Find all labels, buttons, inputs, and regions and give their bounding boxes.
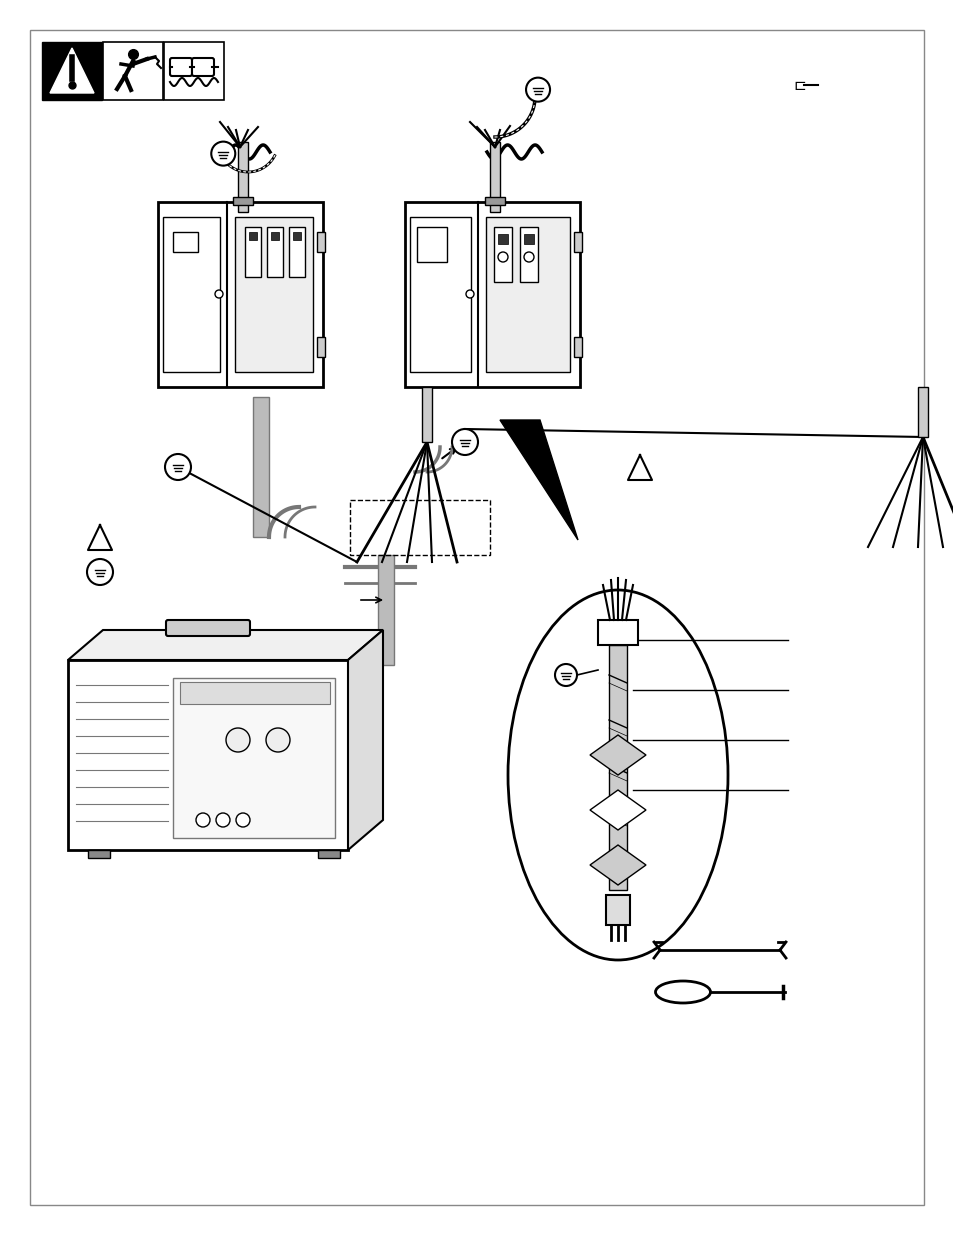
Circle shape bbox=[87, 559, 112, 585]
Circle shape bbox=[465, 290, 474, 298]
Bar bbox=[316, 337, 325, 357]
Bar bbox=[494, 227, 512, 282]
Ellipse shape bbox=[507, 590, 727, 960]
Bar bbox=[180, 682, 330, 704]
Bar bbox=[103, 42, 163, 100]
Bar bbox=[484, 198, 504, 205]
Bar bbox=[237, 142, 248, 212]
Bar bbox=[485, 217, 569, 372]
Bar bbox=[608, 645, 626, 890]
Bar bbox=[68, 659, 348, 850]
Bar bbox=[316, 232, 325, 252]
Circle shape bbox=[497, 252, 507, 262]
Ellipse shape bbox=[655, 981, 710, 1003]
Bar bbox=[172, 232, 198, 252]
FancyBboxPatch shape bbox=[192, 58, 213, 77]
Polygon shape bbox=[589, 845, 645, 885]
Bar bbox=[158, 203, 323, 387]
Bar bbox=[249, 232, 256, 240]
Circle shape bbox=[226, 727, 250, 752]
Bar bbox=[267, 227, 283, 277]
Circle shape bbox=[165, 454, 191, 480]
Circle shape bbox=[215, 813, 230, 827]
Bar bbox=[410, 217, 471, 372]
Bar bbox=[245, 227, 261, 277]
Circle shape bbox=[452, 429, 477, 454]
Polygon shape bbox=[50, 48, 94, 93]
Circle shape bbox=[523, 252, 534, 262]
Bar bbox=[574, 232, 581, 252]
Bar bbox=[416, 227, 447, 262]
Bar bbox=[497, 233, 507, 245]
Bar bbox=[917, 387, 927, 437]
FancyBboxPatch shape bbox=[166, 620, 250, 636]
Bar bbox=[523, 233, 534, 245]
Bar bbox=[42, 42, 102, 100]
Polygon shape bbox=[589, 790, 645, 830]
Bar bbox=[317, 850, 339, 858]
Circle shape bbox=[235, 813, 250, 827]
Polygon shape bbox=[589, 735, 645, 776]
Bar bbox=[253, 396, 269, 537]
Bar bbox=[172, 678, 335, 839]
Bar bbox=[421, 387, 432, 442]
Bar bbox=[164, 42, 224, 100]
Bar bbox=[163, 217, 220, 372]
Circle shape bbox=[555, 664, 577, 685]
Bar bbox=[234, 217, 313, 372]
Polygon shape bbox=[499, 420, 578, 540]
Bar bbox=[405, 203, 579, 387]
Circle shape bbox=[525, 78, 550, 101]
Bar bbox=[490, 142, 499, 212]
Bar bbox=[598, 620, 638, 645]
Bar bbox=[289, 227, 305, 277]
Circle shape bbox=[195, 813, 210, 827]
Circle shape bbox=[214, 290, 223, 298]
Bar bbox=[519, 227, 537, 282]
Bar bbox=[271, 232, 278, 240]
Polygon shape bbox=[348, 630, 382, 850]
Circle shape bbox=[211, 142, 235, 165]
Bar bbox=[350, 500, 490, 555]
Bar bbox=[377, 555, 394, 664]
Text: ⊏: ⊏ bbox=[793, 78, 805, 93]
Bar bbox=[293, 232, 301, 240]
FancyBboxPatch shape bbox=[170, 58, 192, 77]
Bar bbox=[88, 850, 110, 858]
Polygon shape bbox=[68, 630, 382, 659]
Bar bbox=[574, 337, 581, 357]
Bar bbox=[605, 895, 629, 925]
Bar bbox=[233, 198, 253, 205]
Circle shape bbox=[266, 727, 290, 752]
